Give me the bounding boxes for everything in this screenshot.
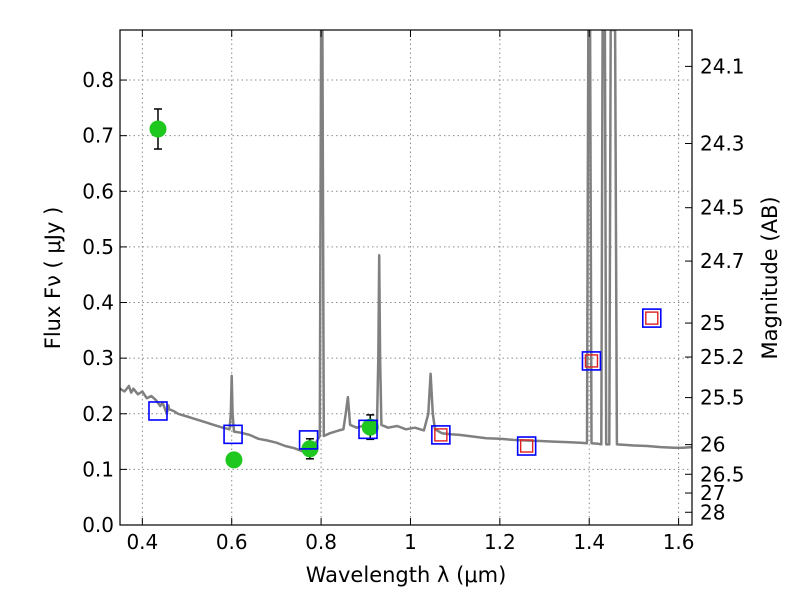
model-flux-square (581, 351, 602, 371)
magnitude-tick-label: 24.5 (700, 196, 745, 220)
model-flux-square (148, 401, 168, 421)
magnitude-tick-label: 24.1 (700, 54, 745, 78)
x-axis-label: Wavelength λ (μm) (306, 563, 507, 587)
plot-frame (119, 29, 693, 526)
model-flux-square (431, 425, 451, 445)
model-flux-square (358, 419, 378, 440)
model-flux-square (641, 308, 662, 328)
y-tick-label: 0.2 (82, 402, 114, 426)
observed-flux-point (225, 451, 243, 469)
magnitude-tick-label: 25.5 (700, 386, 745, 410)
observed-flux-point (149, 120, 167, 138)
model-flux-square (223, 424, 243, 445)
grid (120, 30, 692, 526)
magnitude-tick-label: 24.7 (700, 249, 745, 273)
model-flux-square-inner (645, 311, 659, 325)
model-spectrum-line (120, 30, 692, 453)
model-flux-square (298, 430, 319, 450)
y-tick-label: 0.0 (82, 513, 114, 537)
model-flux-square-inner (519, 439, 534, 453)
magnitude-tick-label: 26.5 (700, 462, 745, 486)
x-tick-label: 1.6 (663, 530, 695, 554)
model-flux-square (516, 436, 537, 456)
y-tick-label: 0.7 (82, 124, 114, 148)
model-flux-square-inner (584, 354, 599, 368)
x-tick-label: 1.2 (484, 530, 516, 554)
x-tick-label: 1.4 (573, 530, 605, 554)
magnitude-tick-label: 25.2 (700, 345, 745, 369)
y-tick-label: 0.4 (82, 291, 114, 315)
x-tick-label: 1 (404, 530, 417, 554)
y-axis-label: Flux Fν ( μJy ) (41, 207, 65, 350)
x-tick-label: 0.4 (126, 530, 158, 554)
y-tick-label: 0.3 (82, 346, 114, 370)
y-tick-label: 0.1 (82, 457, 114, 481)
y-tick-label: 0.8 (82, 68, 114, 92)
magnitude-tick-label: 25 (700, 311, 725, 335)
x-tick-label: 0.6 (216, 530, 248, 554)
magnitude-tick-label: 28 (700, 500, 725, 524)
photometry-points (148, 108, 662, 469)
magnitude-axis-label: Magnitude (AB) (758, 196, 782, 359)
model-flux-square-inner (434, 428, 448, 442)
magnitude-tick-label: 27 (700, 481, 725, 505)
magnitude-tick-label: 26 (700, 433, 725, 457)
model-spectrum (120, 30, 692, 453)
magnitude-tick-label: 24.3 (700, 132, 745, 156)
observed-flux-point (361, 418, 379, 436)
y-tick-label: 0.5 (82, 235, 114, 259)
axis-ticks: 0.4 0.6 0.8 1 1.2 1.4 1.6 0.0 0.1 0.2 0.3 0.4 0.5 0.6… (82, 30, 745, 554)
y-tick-label: 0.6 (82, 179, 114, 203)
x-tick-label: 0.8 (305, 530, 337, 554)
